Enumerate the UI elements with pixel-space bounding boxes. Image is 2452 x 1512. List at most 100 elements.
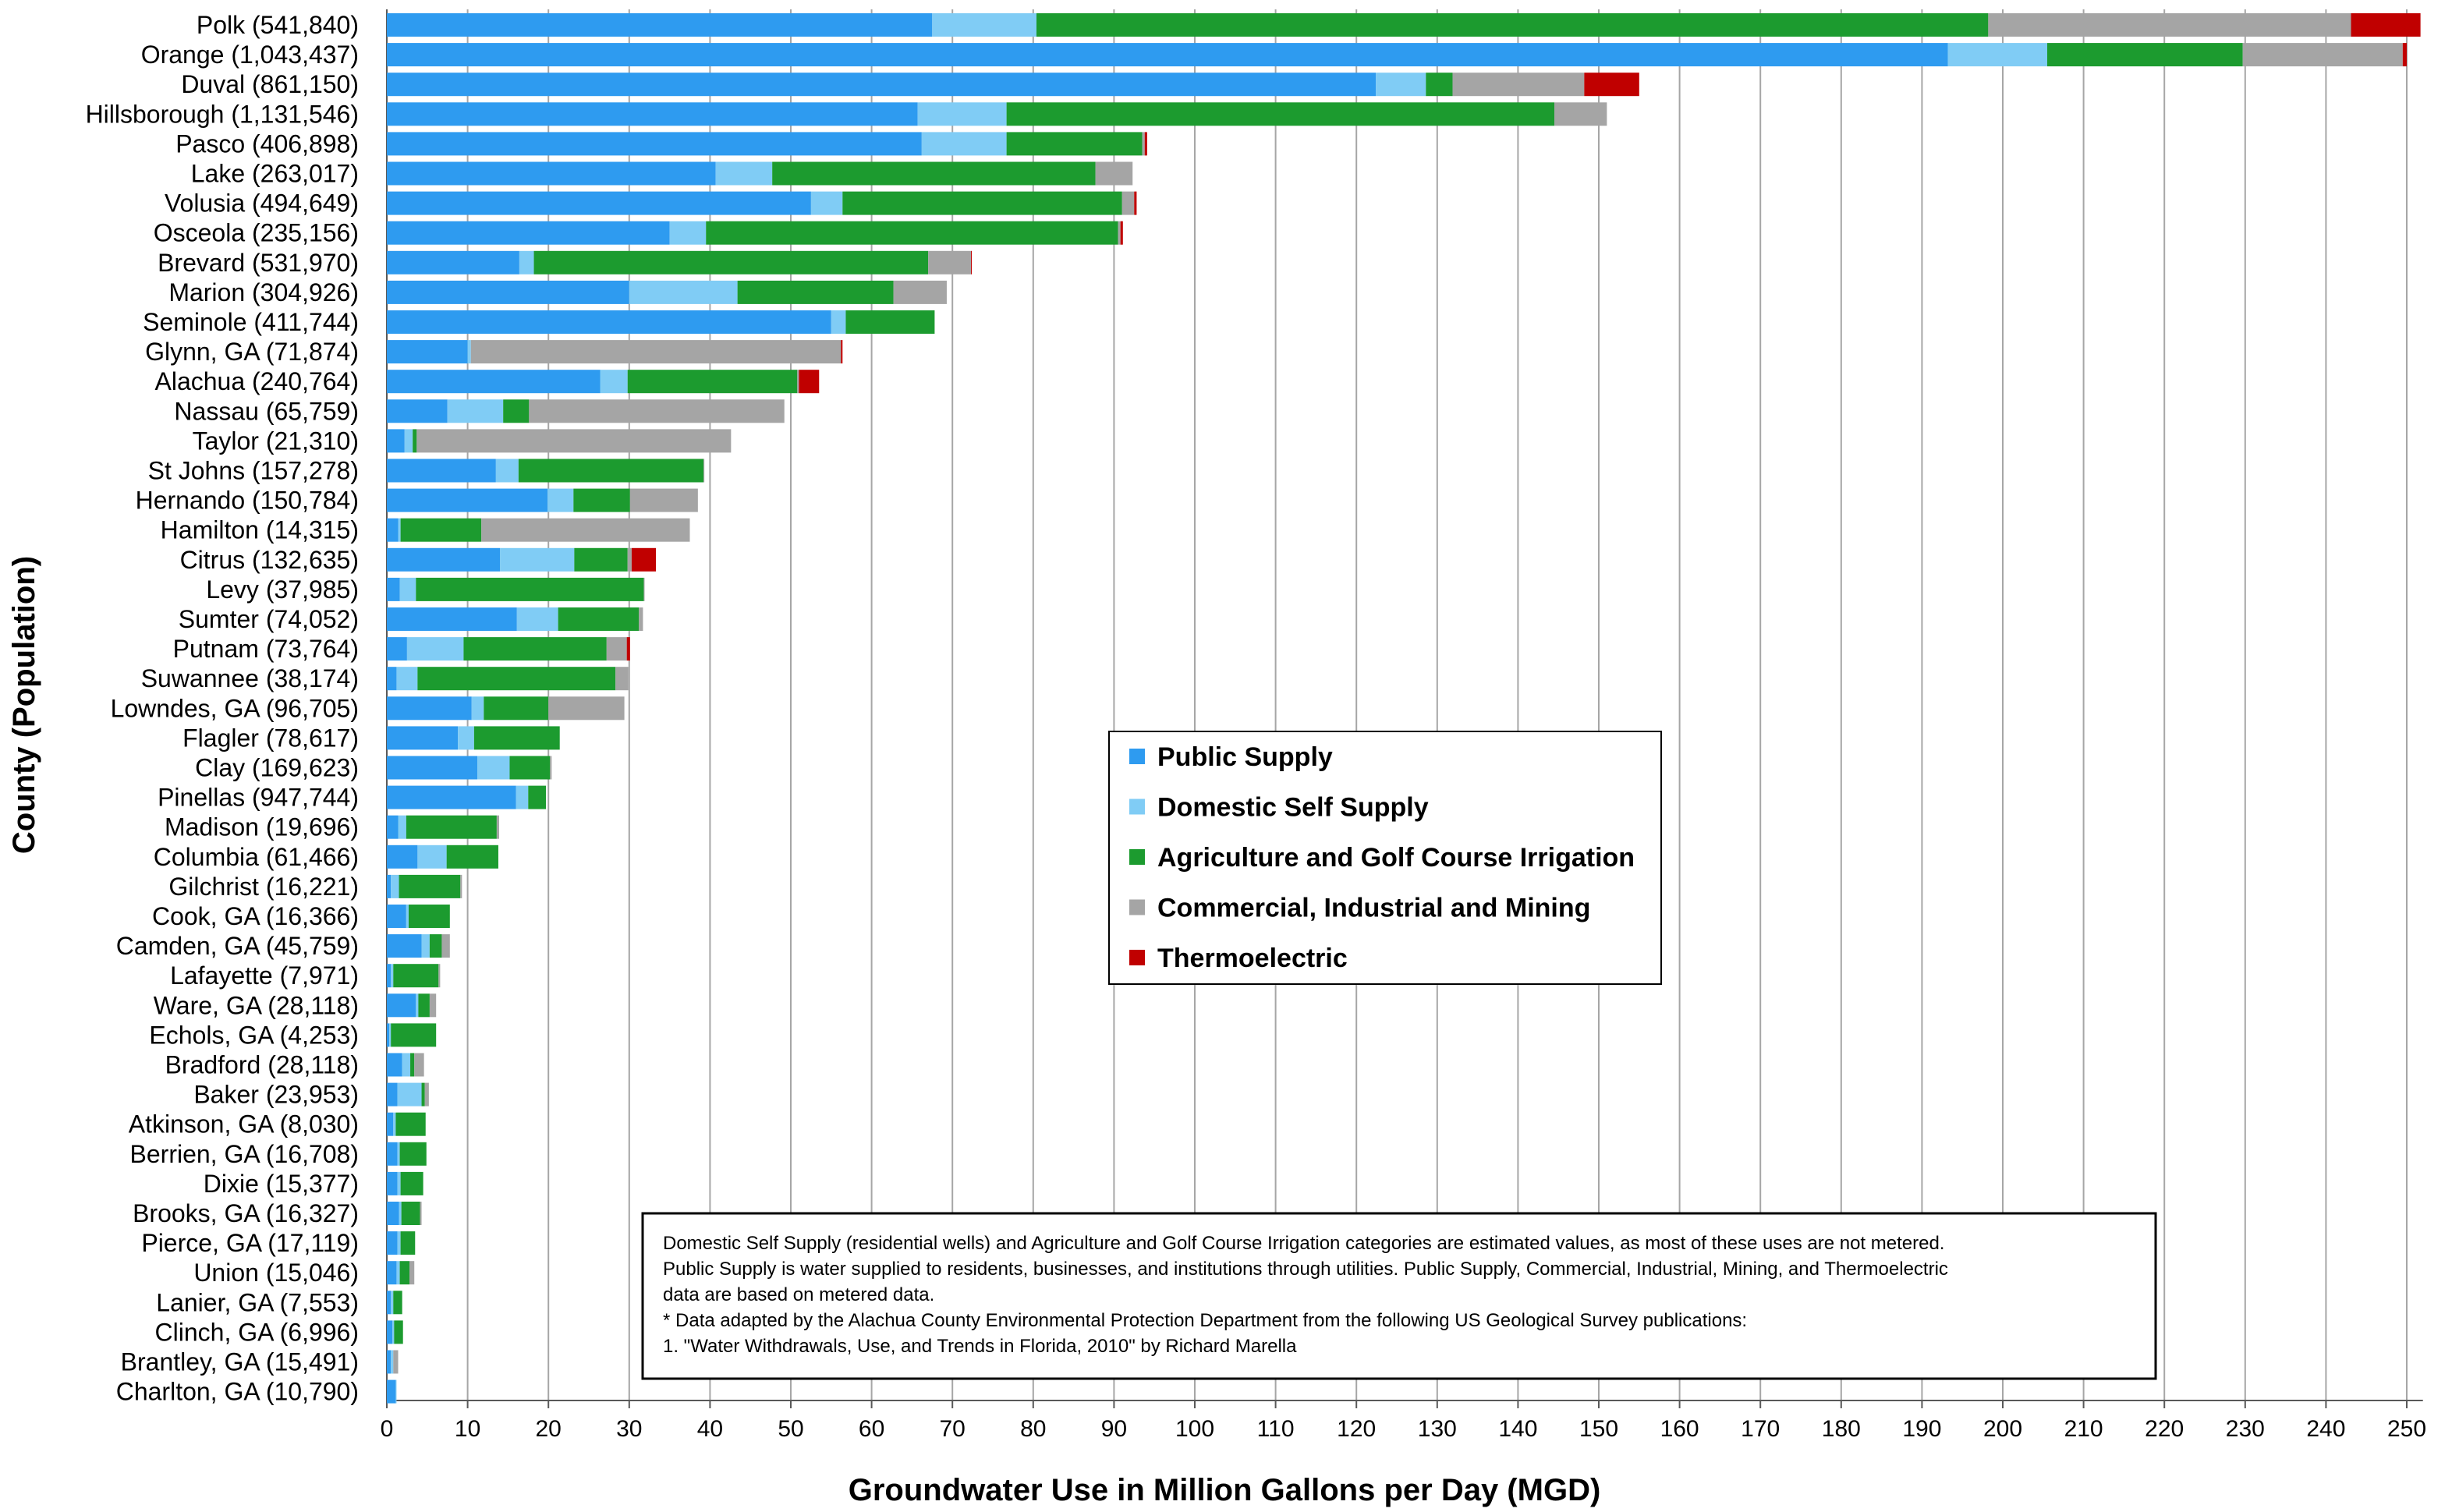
legend: Public Supply Domestic Self Supply Agricul… <box>1108 731 1662 985</box>
bar-segment <box>429 993 437 1018</box>
category-label: Flagler (78,617) <box>182 724 359 752</box>
x-tick-label: 60 <box>859 1416 884 1442</box>
bar-segment <box>387 1142 398 1166</box>
bar-segment <box>387 102 918 126</box>
bar-segment <box>496 815 500 839</box>
bar-segment <box>387 429 405 453</box>
bar-segment <box>471 696 484 721</box>
category-label: Brevard (531,970) <box>158 249 359 277</box>
bar-segment <box>495 459 519 483</box>
bar-segment <box>629 280 738 304</box>
bar-segment <box>463 637 607 661</box>
bar-segment <box>503 399 530 423</box>
bar-segment <box>416 429 732 453</box>
category-label: Clinch, GA (6,996) <box>155 1318 359 1346</box>
bar-segment <box>917 102 1007 126</box>
bar-segment <box>615 667 629 691</box>
bar-segment <box>399 1142 427 1166</box>
bar-segment <box>404 429 413 453</box>
bar-segment <box>500 547 575 572</box>
bar-segment <box>410 1053 415 1077</box>
notes-box: Domestic Self Supply (residential wells)… <box>641 1212 2157 1380</box>
bar-segment <box>574 547 628 572</box>
x-tick-label: 140 <box>1498 1416 1537 1442</box>
bar-segment <box>387 934 422 958</box>
bar-segment <box>447 399 504 423</box>
x-tick-label: 190 <box>1902 1416 1941 1442</box>
bar-segment <box>392 1320 395 1344</box>
bar-segment <box>706 221 1118 245</box>
bar-segment <box>1452 73 1585 97</box>
bar-segment <box>387 1350 392 1374</box>
bar-segment <box>387 1261 397 1285</box>
legend-swatch <box>1129 849 1145 865</box>
bar-segment <box>1120 221 1123 245</box>
category-label: Glynn, GA (71,874) <box>145 338 359 366</box>
bar-segment <box>402 1053 411 1077</box>
bar-segment <box>416 577 644 601</box>
bar-segment <box>845 310 935 334</box>
bar-segment <box>1121 191 1135 215</box>
category-label: Sumter (74,052) <box>179 605 359 633</box>
bar-segment <box>393 1350 399 1374</box>
bar-segment <box>429 934 442 958</box>
category-label: Lafayette (7,971) <box>170 961 359 990</box>
category-label: Columbia (61,466) <box>154 843 359 871</box>
bar-segment <box>396 667 418 691</box>
bar-segment <box>2046 43 2243 67</box>
x-tick-label: 220 <box>2145 1416 2184 1442</box>
note-line: Domestic Self Supply (residential wells)… <box>663 1233 1944 1254</box>
y-axis-title: County (Population) <box>7 556 41 854</box>
bar-segment <box>391 1291 394 1315</box>
category-label: Suwannee (38,174) <box>141 664 359 692</box>
bar-segment <box>417 845 447 869</box>
bar-segment <box>928 250 972 274</box>
category-label: Polk (541,840) <box>197 11 359 39</box>
bar-segment <box>394 1320 403 1344</box>
category-label: Volusia (494,649) <box>165 189 359 218</box>
x-tick-label: 250 <box>2387 1416 2426 1442</box>
bar-segment <box>737 280 894 304</box>
bar-segment <box>631 547 656 572</box>
bar-segment <box>387 1320 393 1344</box>
bar-segment <box>387 874 392 898</box>
bar-segment <box>481 518 690 542</box>
x-tick-label: 230 <box>2226 1416 2265 1442</box>
bar-segment <box>393 1112 396 1136</box>
bar-segment <box>703 459 705 483</box>
x-axis-title: Groundwater Use in Million Gallons per D… <box>849 1473 1601 1507</box>
category-label: Hernando (150,784) <box>136 487 359 515</box>
bar-segment <box>2242 43 2403 67</box>
bar-segment <box>387 73 1377 97</box>
bar-segment <box>389 1023 392 1047</box>
category-label: Pierce, GA (17,119) <box>141 1229 359 1257</box>
x-tick-label: 40 <box>697 1416 723 1442</box>
bar-segment <box>387 459 496 483</box>
bar-segment <box>413 429 417 453</box>
bar-segment <box>1134 191 1137 215</box>
category-labels: Polk (541,840)Orange (1,043,437)Duval (8… <box>86 11 359 1406</box>
category-label: Camden, GA (45,759) <box>116 932 359 960</box>
bar-segment <box>393 964 439 988</box>
category-label: Orange (1,043,437) <box>141 41 359 69</box>
bar-segment <box>391 964 394 988</box>
bar-segment <box>387 785 516 809</box>
bar-segment <box>387 1231 398 1255</box>
category-label: Brooks, GA (16,327) <box>133 1199 359 1227</box>
note-line: Public Supply is water supplied to resid… <box>663 1259 1948 1280</box>
bar-segment <box>387 637 407 661</box>
bar-segment <box>600 370 628 394</box>
bar-segment <box>387 250 519 274</box>
bar-segment <box>408 905 450 928</box>
category-label: Pasco (406,898) <box>175 129 359 158</box>
category-label: Clay (169,623) <box>195 754 359 782</box>
bar-segment <box>627 370 798 394</box>
x-tick-label: 0 <box>381 1416 394 1442</box>
bar-segment <box>715 161 773 186</box>
x-tick-label: 180 <box>1822 1416 1861 1442</box>
bar-segment <box>414 1053 424 1077</box>
bar-segment <box>387 1291 392 1315</box>
x-tick-labels: 0 10 20 30 40 50 60 70 80 90 100 110 120 130 140 150 160… <box>381 1416 2426 1442</box>
bar-segment <box>387 280 629 304</box>
